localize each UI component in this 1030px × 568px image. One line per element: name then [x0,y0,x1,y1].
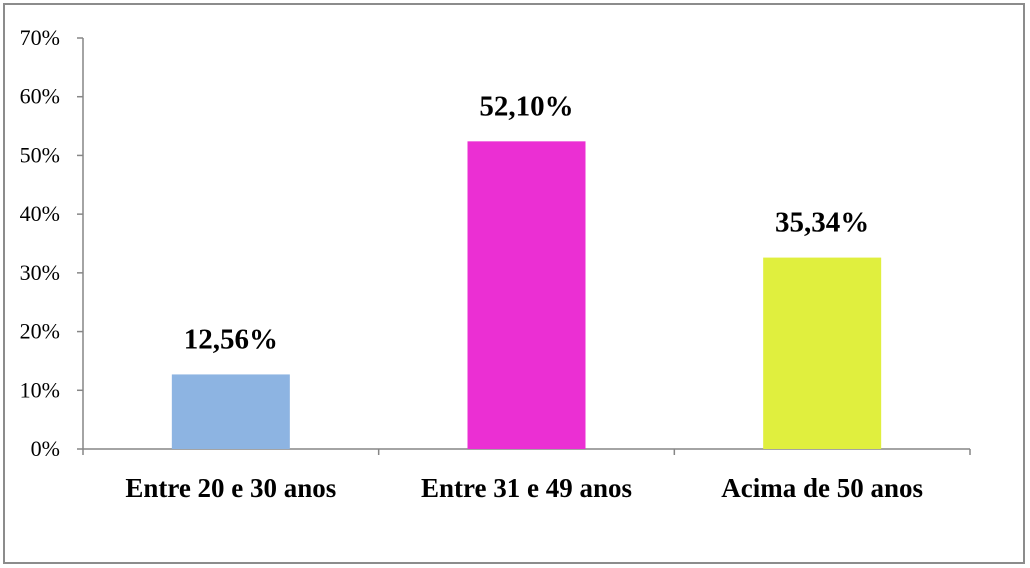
y-tick-label: 0% [31,436,60,461]
y-tick-label: 20% [20,319,60,344]
y-axis-ticks: 0% 10% 20% 30% 40% 50% 60% 70% [20,25,83,461]
y-tick-label: 40% [20,201,60,226]
y-tick-label: 10% [20,377,60,402]
bar-2 [467,141,586,449]
y-tick-label: 30% [20,260,60,285]
data-label: 12,56% [184,323,278,355]
y-tick-label: 70% [20,25,60,50]
y-tick-label: 50% [20,142,60,167]
bar-1 [171,374,290,449]
data-label: 35,34% [775,207,869,239]
y-tick-label: 60% [20,84,60,109]
bar-3 [763,257,882,449]
category-label: Entre 20 e 30 anos [125,473,336,503]
labels: 12,56% Entre 20 e 30 anos 52,10% Entre 31 e… [125,90,923,503]
category-label: Acima de 50 anos [721,473,923,503]
category-label: Entre 31 e 49 anos [421,473,632,503]
bars [171,141,882,449]
data-label: 52,10% [479,90,573,122]
